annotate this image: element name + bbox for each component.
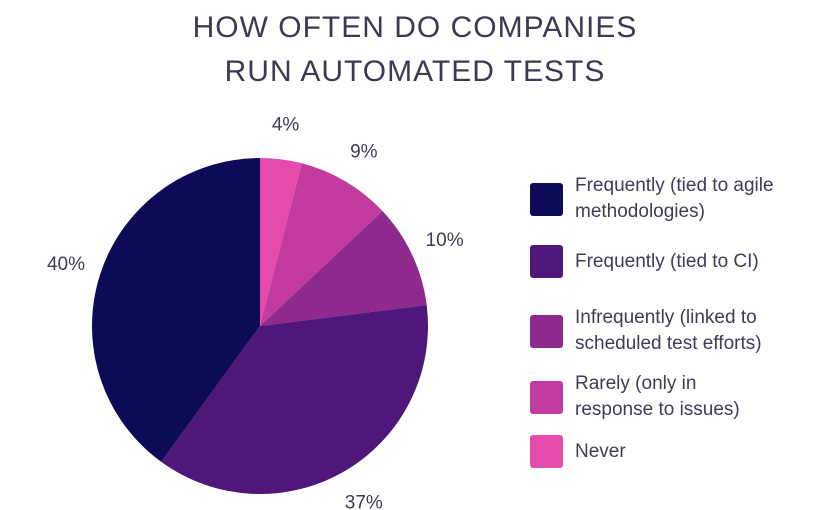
legend-label: Rarely (only in response to issues) (575, 371, 815, 423)
pie-slice-3 (260, 211, 427, 326)
legend-label-line: methodologies) (575, 201, 705, 222)
legend-label-line: Frequently (tied to agile (575, 175, 774, 196)
legend-label-line: Never (575, 440, 626, 462)
data-label-1: 4% (272, 115, 300, 136)
legend-item-5: Never (530, 435, 815, 468)
legend-label: Frequently (tied to agile methodologies) (575, 173, 815, 225)
legend-swatch (530, 435, 563, 468)
pie-slice-5 (92, 158, 260, 462)
data-label-2: 9% (350, 141, 378, 162)
legend-swatch (530, 245, 563, 278)
pie-slice-4 (161, 304, 429, 495)
legend-label-line: response to issues) (575, 399, 740, 420)
legend-label-line: scheduled test efforts) (575, 333, 762, 354)
data-label-5: 40% (47, 254, 85, 275)
chart-title-line-2: RUN AUTOMATED TESTS (224, 55, 606, 88)
legend-label-line: Infrequently (linked to (575, 307, 757, 328)
chart-title: HOW OFTEN DO COMPANIES RUN AUTOMATED TES… (0, 6, 830, 94)
legend-item-2: Frequently (tied to CI) (530, 245, 815, 278)
legend-label-line: Frequently (tied to CI) (575, 250, 759, 272)
legend-item-3: Infrequently (linked to scheduled test ef… (530, 305, 815, 357)
legend-label: Infrequently (linked to scheduled test ef… (575, 305, 815, 357)
pie-slice-2 (260, 163, 383, 326)
legend-swatch (530, 182, 563, 216)
legend-swatch (530, 380, 563, 414)
chart-title-line-1: HOW OFTEN DO COMPANIES (192, 11, 638, 44)
data-label-3: 10% (426, 230, 464, 251)
legend-label-line: Rarely (only in (575, 373, 697, 394)
legend-label: Never (575, 439, 815, 465)
data-label-4: 37% (345, 493, 383, 510)
legend-label: Frequently (tied to CI) (575, 249, 815, 275)
legend-swatch (530, 314, 563, 348)
pie-chart: 4% 9% 10% 37% 40% (47, 115, 464, 510)
legend-item-1: Frequently (tied to agile methodologies) (530, 173, 815, 225)
pie-slice-1 (260, 158, 302, 326)
legend-item-4: Rarely (only in response to issues) (530, 371, 815, 423)
